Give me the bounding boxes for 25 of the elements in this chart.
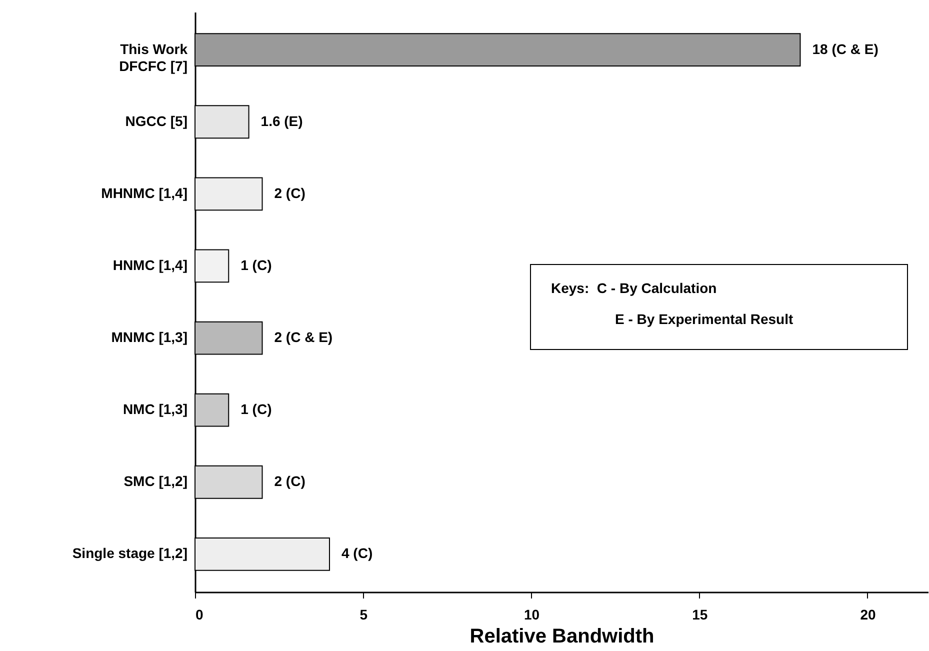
data-label: 1.6 (E) [260,112,303,129]
y-tick-label: NGCC [5] [125,112,188,129]
data-label: 18 (C & E) [812,40,878,57]
x-axis-title: Relative Bandwidth [470,626,654,648]
x-tick-label: 20 [860,606,876,622]
x-tick-label: 0 [196,606,204,622]
key-box: Keys: C - By Calculation E - By Experimental Result [530,264,908,350]
y-tick-label: NMC [1,3] [122,401,188,418]
y-tick-label: MNMC [1,3] [111,329,188,346]
x-tick-label: 5 [360,606,368,622]
y-tick-label: Single stage [1,2] [72,545,188,562]
y-tick-label: This Work DFCFC [7] [119,40,188,74]
data-label: 4 (C) [341,545,373,562]
data-label: 2 (C & E) [274,329,333,346]
data-label: 2 (C) [274,473,306,490]
y-tick-label: MHNMC [1,4] [101,184,188,201]
x-tick-label: 15 [692,606,708,622]
data-label: 1 (C) [240,256,272,273]
x-tick-label: 10 [524,606,540,622]
y-tick-label: SMC [1,2] [124,473,188,490]
y-tick-label: HNMC [1,4] [112,256,188,273]
annotation: Keys: C - By Calculation [551,280,717,296]
data-label: 1 (C) [240,401,272,418]
data-label: 2 (C) [274,184,306,201]
annotation: E - By Experimental Result [615,311,794,327]
